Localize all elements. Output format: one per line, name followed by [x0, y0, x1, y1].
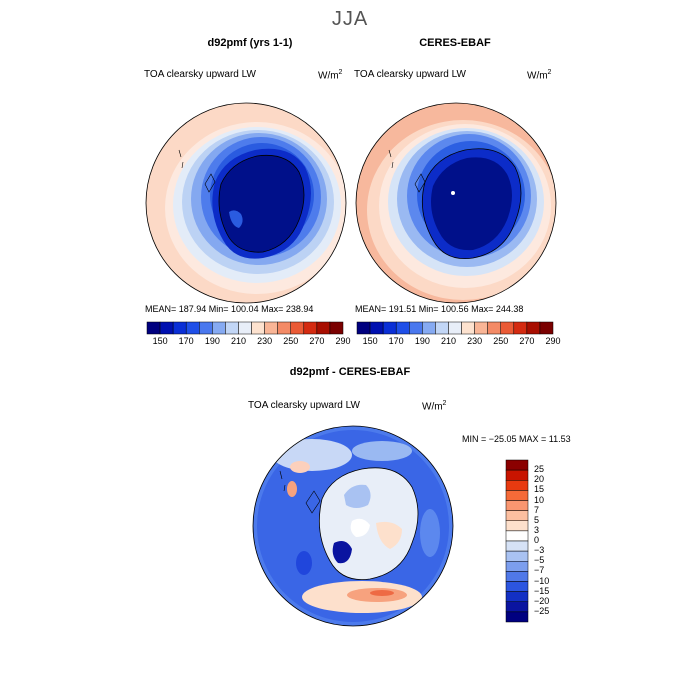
diff-colorbar-label: 20 [534, 474, 545, 485]
panel2-colorbar-swatch [435, 321, 449, 335]
panel1-colorbar-label: 190 [204, 336, 220, 346]
diff-header: d92pmf - CERES-EBAF [289, 366, 411, 378]
panel1-colorbar-swatch [303, 321, 318, 335]
panel2-colorbar-label: 190 [414, 336, 430, 346]
diff-colorbar-swatch [505, 469, 529, 481]
diff-colorbar-swatch [505, 480, 529, 491]
panel2-colorbar-label: 270 [519, 336, 535, 346]
figure-title: JJA [331, 8, 369, 30]
panel2-colorbar-swatch [487, 321, 501, 335]
diff-colorbar-label: −25 [534, 605, 550, 616]
panel1-colorbar-label: 230 [257, 336, 273, 346]
panel2-unit: W/m2 [527, 69, 552, 82]
panel2-colorbar-label: 290 [545, 336, 561, 346]
panel1-colorbar-swatch [172, 321, 187, 335]
diff-colorbar-swatch [505, 540, 529, 552]
diff-unit: W/m2 [422, 400, 447, 413]
diff-colorbar-label: −15 [534, 585, 550, 596]
panel1-colorbar-swatch [159, 321, 174, 335]
panel1-map [145, 102, 347, 304]
panel1-colorbar-swatch [225, 321, 239, 335]
diff-colorbar-label: 3 [534, 524, 540, 535]
diff-colorbar-swatch [505, 490, 529, 501]
diff-colorbar-label: −5 [534, 555, 545, 566]
diff-colorbar-swatch [505, 530, 529, 542]
panel2-header: CERES-EBAF [419, 37, 491, 49]
diff-colorbar-label: −7 [534, 565, 545, 576]
panel1-colorbar-swatch [199, 321, 213, 335]
panel2-map [355, 102, 557, 304]
panel2-colorbar-swatch [382, 321, 397, 335]
diff-colorbar-swatch [505, 459, 529, 471]
diff-colorbar-label: −10 [534, 575, 550, 586]
diff-colorbar-swatch [505, 601, 529, 613]
diff-colorbar-swatch [505, 510, 529, 521]
diff-colorbar-label: −20 [534, 595, 550, 606]
diff-colorbar-swatch [505, 591, 529, 602]
panel1-colorbar-swatch [277, 321, 291, 335]
diff-stats: MIN = −25.05 MAX = 11.53 [462, 434, 571, 444]
panel1-colorbar-label: 150 [152, 336, 168, 346]
diff-colorbar [505, 459, 529, 623]
panel1-colorbar-label: 250 [283, 336, 299, 346]
panel1-colorbar-swatch [264, 321, 278, 335]
panel2-variable: TOA clearsky upward LW [354, 69, 466, 80]
panel2-colorbar-label: 170 [388, 336, 404, 346]
panel2-colorbar-swatch [356, 321, 371, 335]
diff-colorbar-swatch [505, 550, 529, 562]
diff-colorbar-label: 25 [534, 464, 545, 475]
panel1-colorbar-label: 270 [309, 336, 325, 346]
diff-colorbar-label: 10 [534, 494, 545, 505]
panel1-colorbar [146, 321, 344, 335]
panel2-colorbar-swatch [395, 321, 410, 335]
panel1-colorbar-labels: 150 170 190 210 230 250 270 290 [147, 336, 351, 348]
panel2-colorbar-swatch [448, 321, 462, 335]
diff-map [252, 425, 454, 627]
diff-colorbar-label: −3 [534, 545, 545, 556]
panel1-unit: W/m2 [318, 69, 343, 82]
panel2-colorbar-swatch [422, 321, 436, 335]
panel1-colorbar-swatch [290, 321, 305, 335]
diff-colorbar-swatch [505, 520, 529, 532]
panel1-stats: MEAN= 187.94 Min= 100.04 Max= 238.94 [145, 304, 314, 314]
panel1-colorbar-swatch [238, 321, 252, 335]
diff-colorbar-labels: 25 20 15 10 7 5 3 0 −3 −5 −7 −10 −15 −20 −25 [534, 458, 574, 626]
panel1-colorbar-swatch [329, 321, 344, 335]
panel2-colorbar-label: 210 [440, 336, 456, 346]
diff-colorbar-swatch [505, 611, 529, 623]
panel2-colorbar-swatch [526, 321, 541, 335]
panel1-colorbar-swatch [185, 321, 200, 335]
panel1-colorbar-label: 170 [178, 336, 194, 346]
panel1-colorbar-swatch [146, 321, 161, 335]
panel1-colorbar-swatch [251, 321, 265, 335]
panel2-colorbar-swatch [513, 321, 528, 335]
panel2-colorbar-swatch [474, 321, 488, 335]
diff-colorbar-label: 0 [534, 535, 540, 545]
diff-colorbar-label: 7 [534, 504, 540, 515]
panel2-colorbar-swatch [461, 321, 475, 335]
panel2-colorbar-label: 230 [467, 336, 483, 346]
panel1-colorbar-swatch [316, 321, 331, 335]
diff-colorbar-swatch [505, 571, 529, 582]
diff-colorbar-label: 15 [534, 484, 545, 495]
panel2-colorbar [356, 321, 554, 335]
panel2-colorbar-label: 150 [362, 336, 378, 346]
panel1-colorbar-label: 210 [230, 336, 246, 346]
diff-colorbar-label: 5 [534, 514, 540, 525]
panel2-colorbar-label: 250 [493, 336, 509, 346]
diff-colorbar-swatch [505, 581, 529, 592]
panel1-colorbar-swatch [212, 321, 226, 335]
panel2-stats: MEAN= 191.51 Min= 100.56 Max= 244.38 [355, 304, 524, 314]
panel1-colorbar-label: 290 [335, 336, 351, 346]
panel2-colorbar-swatch [369, 321, 384, 335]
panel1-header: d92pmf (yrs 1-1) [207, 37, 293, 49]
panel1-variable: TOA clearsky upward LW [144, 69, 256, 80]
panel2-colorbar-swatch [539, 321, 554, 335]
panel2-colorbar-swatch [500, 321, 515, 335]
panel2-colorbar-swatch [409, 321, 423, 335]
diff-colorbar-swatch [505, 561, 529, 572]
panel2-colorbar-labels: 150 170 190 210 230 250 270 290 [357, 336, 561, 348]
diff-colorbar-swatch [505, 500, 529, 511]
diff-variable: TOA clearsky upward LW [248, 400, 360, 411]
